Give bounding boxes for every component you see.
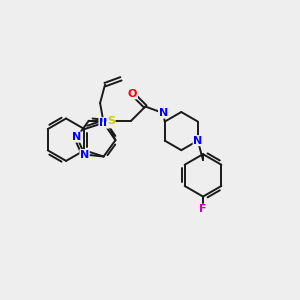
Text: N: N (99, 118, 108, 128)
Text: N: N (103, 118, 112, 128)
Text: S: S (107, 116, 115, 126)
Text: N: N (72, 132, 82, 142)
Text: O: O (128, 89, 137, 99)
Text: N: N (159, 108, 168, 118)
Text: F: F (199, 204, 207, 214)
Text: N: N (80, 149, 89, 160)
Text: N: N (193, 136, 203, 146)
